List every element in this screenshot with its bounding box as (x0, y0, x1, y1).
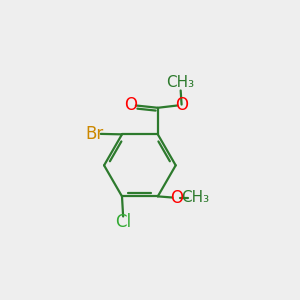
Text: CH₃: CH₃ (181, 190, 209, 205)
Text: O: O (124, 96, 137, 114)
Text: CH₃: CH₃ (167, 75, 195, 90)
Text: Cl: Cl (115, 214, 131, 232)
Text: O: O (170, 188, 184, 206)
Text: O: O (175, 96, 188, 114)
Text: Br: Br (85, 125, 104, 143)
